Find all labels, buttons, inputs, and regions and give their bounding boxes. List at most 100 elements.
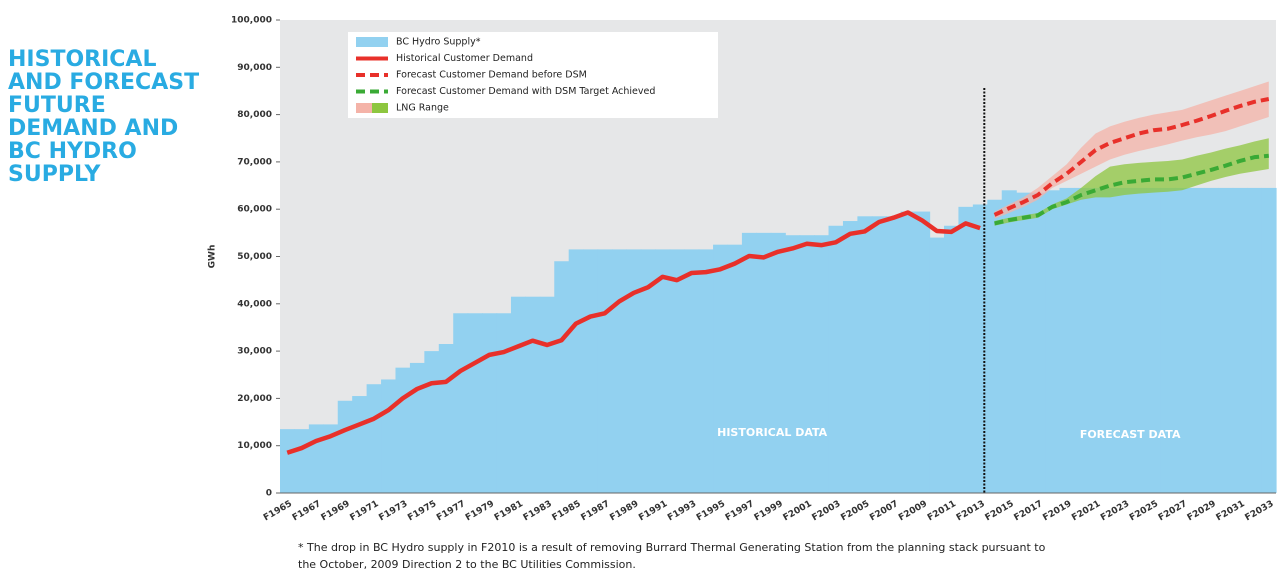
y-tick-label: 20,000 [237,394,272,404]
x-tick-label: F2003 [810,499,842,523]
supply-bar [1174,187,1190,494]
x-tick-label: F1997 [724,499,756,523]
supply-bar [1016,192,1032,493]
demand-line [286,210,981,455]
supply-bar [352,396,368,493]
demand-line [993,97,1270,217]
y-tick-label: 0 [266,489,272,499]
supply-bar [597,249,613,493]
supply-bar [669,249,685,493]
supply-bar [583,249,599,493]
x-tick-label: F2025 [1128,499,1160,523]
supply-bar [554,261,570,493]
supply-bar [1102,187,1118,494]
supply-bar [381,379,397,493]
title-line: HISTORICAL [8,47,156,72]
supply-bar [713,244,729,493]
x-tick-label: F1989 [608,499,640,523]
supply-bar [525,296,541,493]
demand-line [994,153,1269,226]
x-tick-label: F2029 [1186,499,1218,523]
supply-bar [308,424,324,493]
supply-bar [842,221,858,493]
x-tick-label: F1975 [406,499,438,523]
supply-bar [741,232,757,493]
supply-bar [684,249,700,493]
supply-bar [1160,187,1176,494]
x-tick-label: F1995 [695,499,727,523]
supply-bar [1261,187,1277,494]
supply-bar [294,429,310,493]
supply-bar [871,216,887,494]
y-tick-label: 60,000 [237,205,272,215]
annotation: FORECAST DATA [1080,428,1181,441]
x-tick-label: F1991 [637,499,669,523]
legend-label: Forecast Customer Demand with DSM Target… [396,86,655,97]
x-tick-label: F1983 [522,499,554,523]
x-tick-label: F2031 [1215,499,1247,523]
supply-bar [1001,190,1017,493]
legend: BC Hydro Supply* Historical Customer Dema… [348,32,718,118]
supply-bar [1059,187,1075,494]
supply-bar [698,249,714,493]
x-tick-label: F2009 [897,499,929,523]
x-tick-label: F2015 [984,499,1016,523]
y-tick-label: 50,000 [237,252,272,262]
supply-bar [770,232,786,493]
supply-bar [395,367,411,493]
y-tick-label: 30,000 [237,347,272,357]
supply-bar [453,313,469,493]
x-tick-label: F2021 [1070,499,1102,523]
supply-bar [929,237,945,493]
legend-swatch [356,37,388,47]
annotation: HISTORICAL DATA [717,426,828,439]
supply-bar [857,216,873,494]
supply-bar [409,362,425,493]
y-tick-label: 100,000 [231,16,272,26]
supply-bar [366,384,382,493]
x-tick-label: F1971 [349,499,381,523]
supply-bar [337,400,353,493]
supply-bar [1189,187,1205,494]
supply-bar [1131,187,1147,494]
supply-bar [1247,187,1263,494]
supply-bar [958,206,974,493]
x-tick-label: F2019 [1041,499,1073,523]
x-tick-label: F1973 [377,499,409,523]
x-tick-label: F1977 [435,499,467,523]
supply-bar [640,249,656,493]
y-tick-label: 10,000 [237,441,272,451]
supply-bar [612,249,628,493]
title-line: AND FORECAST [8,70,199,95]
supply-bar [424,351,440,493]
supply-bar [280,429,296,493]
legend-label: BC Hydro Supply* [396,37,481,48]
footnote: the October, 2009 Direction 2 to the BC … [298,558,636,571]
title-line: SUPPLY [8,162,102,187]
supply-bar [1117,187,1133,494]
x-tick-label: F1985 [551,499,583,523]
legend-box [348,32,718,118]
legend-swatch [372,103,388,113]
x-tick-label: F1993 [666,499,698,523]
x-tick-label: F2005 [839,499,871,523]
x-tick-label: F2001 [782,499,814,523]
x-tick-label: F2033 [1244,499,1276,523]
y-tick-label: 90,000 [237,63,272,73]
x-tick-label: F2013 [955,499,987,523]
supply-bar [987,199,1003,494]
supply-bar [1232,187,1248,494]
x-tick-label: F2023 [1099,499,1131,523]
supply-bar [799,235,815,493]
supply-bar [539,296,555,493]
x-tick-label: F1967 [291,499,323,523]
supply-bar [510,296,526,493]
supply-bar [1045,190,1061,493]
legend-label: Historical Customer Demand [396,53,533,64]
x-tick-label: F2027 [1157,499,1189,523]
title-line: BC HYDRO [8,139,137,164]
x-tick-label: F2011 [926,499,958,523]
supply-bar [972,204,988,493]
supply-bar [915,211,931,493]
